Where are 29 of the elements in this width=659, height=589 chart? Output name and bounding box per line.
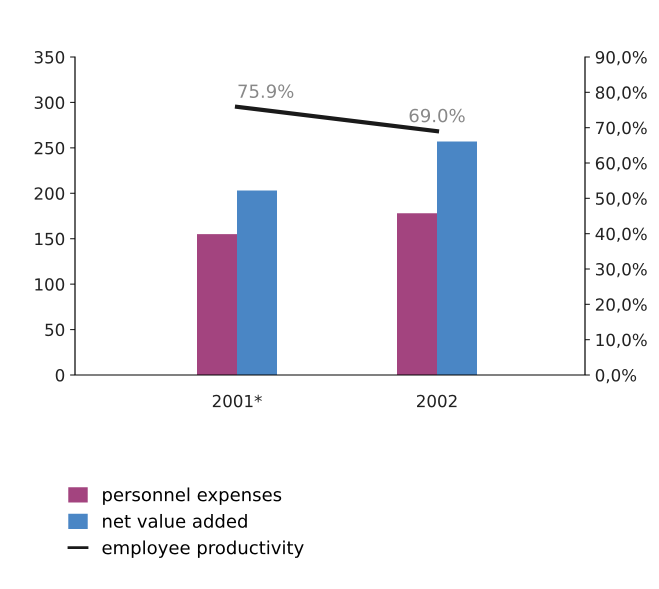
bar bbox=[197, 234, 237, 375]
y2-tick-label: 90,0% bbox=[596, 50, 647, 66]
y2-tick-label: 70,0% bbox=[596, 122, 647, 136]
data-label: 69.0% bbox=[410, 108, 465, 122]
y-tick-label: 150 bbox=[35, 232, 64, 246]
y-tick-label: 300 bbox=[34, 96, 64, 109]
legend-label: employee productivity bbox=[102, 540, 304, 558]
y-tick-label: 0 bbox=[56, 368, 64, 382]
y2-tick-label: 0,0% bbox=[596, 368, 636, 384]
bar bbox=[397, 213, 437, 375]
legend-label: personnel expenses bbox=[103, 487, 282, 505]
y2-tick-label: 10,0% bbox=[596, 334, 647, 348]
y2-tick-label: 30,0% bbox=[596, 262, 647, 278]
legend-label: net value added bbox=[103, 514, 247, 528]
y2-tick-label: 20,0% bbox=[596, 298, 647, 313]
y2-tick-label: 50,0% bbox=[596, 192, 647, 207]
y2-tick-label: 80,0% bbox=[596, 86, 647, 101]
y2-tick-label: 40,0% bbox=[596, 228, 647, 242]
y-tick-label: 200 bbox=[34, 187, 64, 200]
y-tick-label: 250 bbox=[34, 142, 64, 154]
x-tick-label: 2002 bbox=[417, 394, 457, 408]
bar bbox=[237, 190, 277, 375]
data-label: 75.9% bbox=[238, 84, 294, 98]
y2-tick-label: 60,0% bbox=[596, 156, 647, 172]
y-tick-label: 350 bbox=[34, 50, 64, 64]
x-tick-label: 2001* bbox=[212, 394, 262, 408]
bar bbox=[437, 141, 477, 375]
y-tick-label: 100 bbox=[35, 278, 64, 291]
y-tick-label: 50 bbox=[45, 324, 64, 336]
